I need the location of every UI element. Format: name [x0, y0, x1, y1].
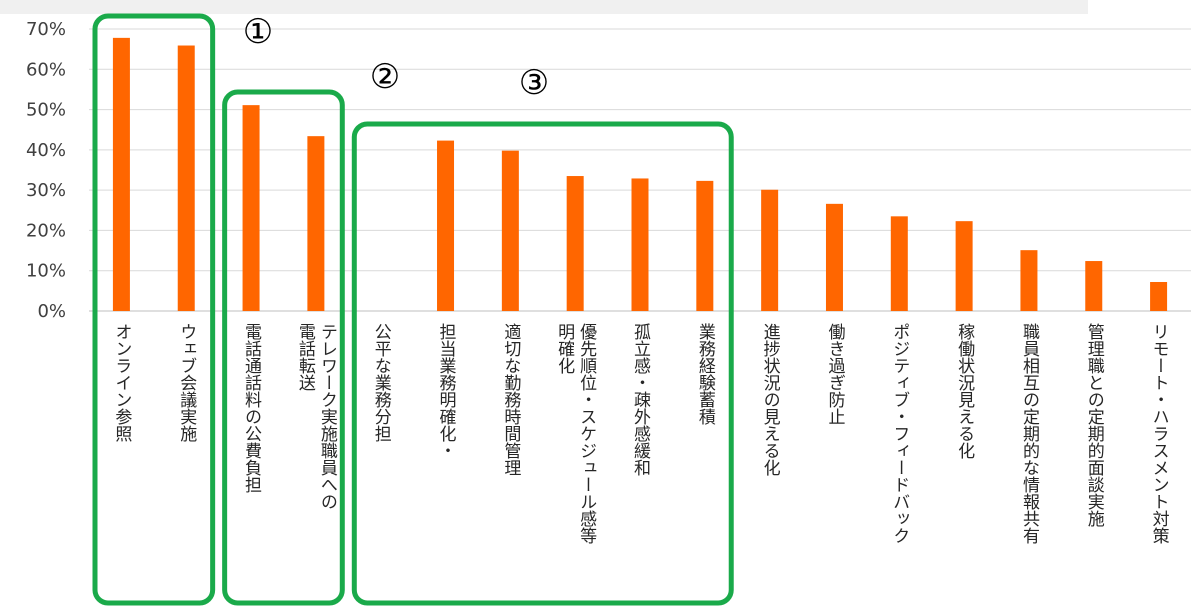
- category-label: 担当業務明確化・: [436, 323, 457, 459]
- category-label: 優先順位・スケジュール感等: [576, 323, 597, 544]
- category-label: 適切な勤務時間管理: [500, 323, 520, 476]
- bar: [1085, 261, 1103, 311]
- category-label: ウェブ会議実施: [176, 323, 197, 443]
- bar: [696, 180, 714, 311]
- y-tick-label: 40%: [26, 140, 66, 161]
- y-tick-label: 50%: [26, 100, 66, 121]
- bar: [1020, 250, 1038, 311]
- category-label: 働き過ぎ防止: [824, 323, 845, 425]
- y-tick-label: 20%: [26, 220, 66, 241]
- category-label: 電話転送: [295, 323, 316, 391]
- category-label: 職員相互の定期的な情報共有: [1019, 323, 1040, 545]
- bar: [177, 45, 195, 311]
- bar: [1150, 281, 1168, 311]
- category-label: ポジティブ・フィードバック: [889, 323, 909, 544]
- category-label: テレワーク実施職員への: [317, 323, 338, 510]
- bar: [437, 140, 455, 311]
- bar: [242, 105, 260, 311]
- bars: [112, 37, 1168, 312]
- group-frame: [351, 121, 734, 606]
- group-number: ②: [370, 57, 400, 97]
- category-label: 管理職との定期的面談実施: [1084, 323, 1105, 528]
- group-highlights: ① ② ③: [92, 12, 734, 606]
- y-tick-label: 0%: [37, 301, 66, 322]
- y-tick-label: 60%: [26, 59, 66, 80]
- category-label: オンライン参照: [111, 323, 132, 442]
- y-tick-label: 30%: [26, 180, 66, 201]
- group-frame: [222, 89, 345, 606]
- y-tick-label: 70%: [26, 19, 66, 40]
- category-label: 公平な業務分担: [371, 323, 392, 442]
- category-label: 稼働状況見える化: [954, 323, 975, 459]
- category-label: 業務経験蓄積: [695, 323, 716, 425]
- group-number: ①: [243, 12, 273, 52]
- category-label: 孤立感・疎外感緩和: [630, 323, 651, 476]
- bar: [307, 136, 325, 311]
- category-label: リモート・ハラスメント対策: [1149, 323, 1170, 544]
- bar: [631, 178, 649, 311]
- bar: [501, 150, 519, 311]
- category-label: 進捗状況の見える化: [760, 323, 781, 476]
- bar: [566, 176, 584, 311]
- category-label: 電話通話料の公費負担: [241, 323, 262, 493]
- bar: [955, 221, 973, 311]
- category-label: 明確化: [554, 323, 575, 374]
- bar: [761, 189, 779, 311]
- bar: [825, 203, 843, 311]
- y-tick-label: 10%: [26, 261, 66, 282]
- bar: [890, 216, 908, 311]
- group-frame: [92, 13, 216, 606]
- top-strip: [0, 0, 1088, 14]
- group-number: ③: [519, 63, 549, 103]
- y-axis-ticks: 0% 10% 20% 30% 40% 50% 60% 70%: [26, 19, 66, 322]
- bar: [112, 37, 130, 312]
